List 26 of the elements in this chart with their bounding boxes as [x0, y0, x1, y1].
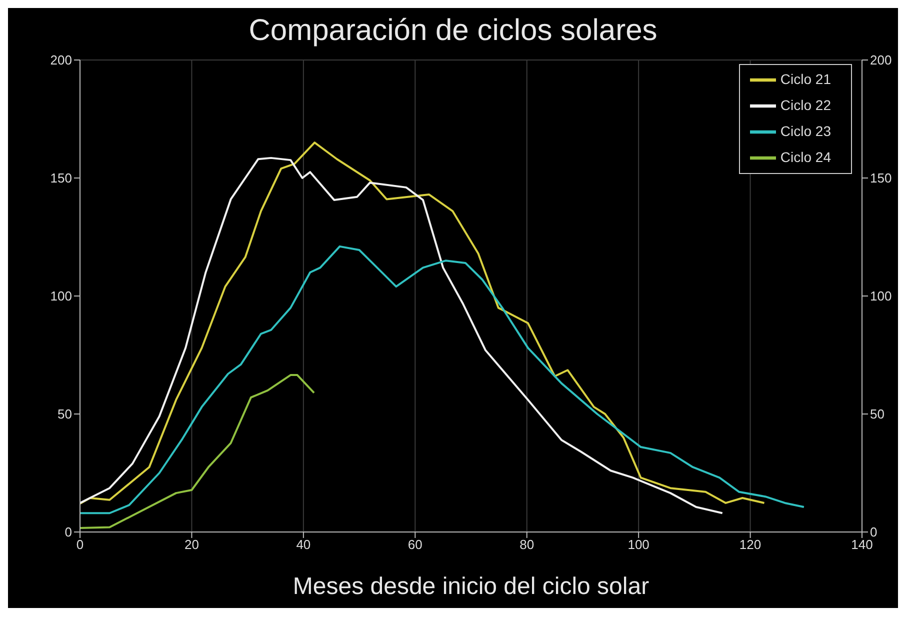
x-tick-label: 140: [851, 537, 873, 552]
x-tick-label: 40: [296, 537, 311, 552]
line-series: [80, 245, 805, 514]
y2-tick-label: 100: [870, 288, 892, 304]
x-tick-label: 100: [628, 537, 650, 552]
y2-tick-label: 0: [870, 524, 878, 540]
x-tick-label: 120: [739, 537, 762, 552]
y-tick-label: 100: [50, 288, 72, 304]
y2-tick-label: 150: [870, 170, 892, 186]
legend-label: Ciclo 22: [780, 97, 831, 114]
chart-title: Comparación de ciclos solares: [248, 14, 658, 48]
x-axis-title: Meses desde inicio del ciclo solar: [292, 573, 650, 600]
y2-tick-label: 200: [870, 52, 892, 68]
y-tick-label: 0: [64, 524, 72, 540]
y-tick-label: 50: [58, 406, 72, 422]
legend-label: Ciclo 24: [780, 149, 831, 166]
x-tick-label: 20: [184, 537, 199, 552]
y2-tick-label: 50: [870, 406, 884, 422]
y-tick-label: 150: [50, 170, 72, 186]
legend-label: Ciclo 23: [780, 123, 831, 140]
y-tick-label: 200: [50, 52, 72, 68]
x-tick-label: 60: [408, 537, 422, 552]
x-tick-label: 0: [76, 537, 84, 552]
line-series: [80, 374, 316, 529]
x-tick-label: 80: [520, 537, 534, 552]
legend-label: Ciclo 21: [780, 71, 831, 88]
